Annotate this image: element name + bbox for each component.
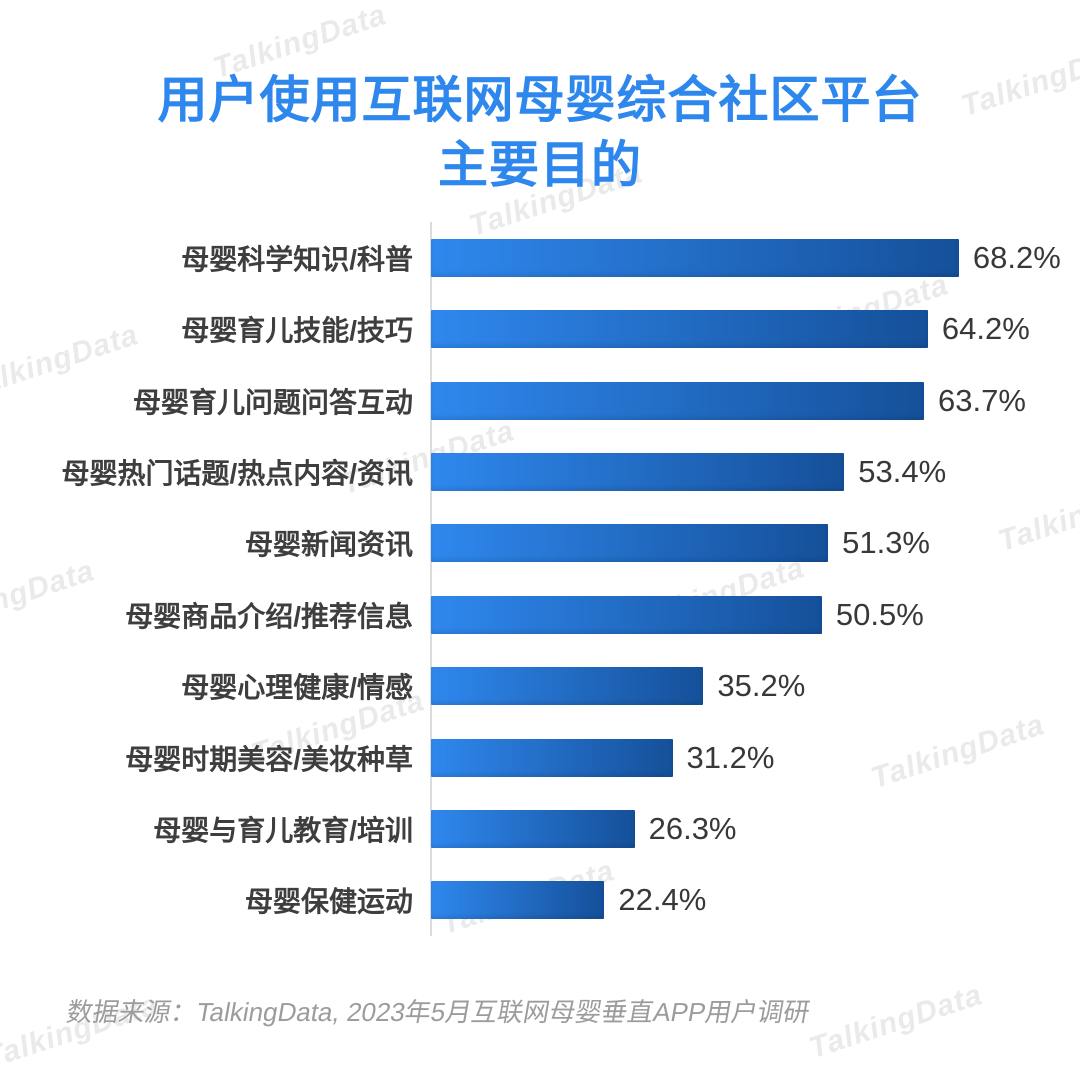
bar-chart: 母婴科学知识/科普 68.2% 母婴育儿技能/技巧 64.2% 母婴育儿问题问答互动 63… xyxy=(0,222,1080,936)
chart-row: 母婴科学知识/科普 68.2% xyxy=(0,222,1080,293)
bar-track: 51.3% xyxy=(431,508,1080,579)
bar-track: 31.2% xyxy=(431,722,1080,793)
bar-track: 26.3% xyxy=(431,793,1080,864)
bar-track: 63.7% xyxy=(431,365,1080,436)
chart-row: 母婴育儿问题问答互动 63.7% xyxy=(0,365,1080,436)
category-label: 母婴时期美容/美妆种草 xyxy=(125,743,413,775)
chart-row: 母婴保健运动 22.4% xyxy=(0,865,1080,936)
bar-track: 64.2% xyxy=(431,293,1080,364)
bar xyxy=(431,524,829,563)
chart-title: 用户使用互联网母婴综合社区平台 主要目的 xyxy=(157,71,923,193)
value-label: 50.5% xyxy=(835,596,924,632)
bar xyxy=(431,809,635,848)
bar xyxy=(431,238,959,277)
category-label: 母婴科学知识/科普 xyxy=(181,243,413,275)
category-label: 母婴心理健康/情感 xyxy=(181,672,413,704)
value-label: 22.4% xyxy=(618,882,707,918)
value-label: 51.3% xyxy=(842,525,930,561)
chart-row: 母婴新闻资讯 51.3% xyxy=(0,508,1080,579)
bar xyxy=(431,310,928,349)
bar-track: 50.5% xyxy=(431,579,1080,650)
category-label: 母婴商品介绍/推荐信息 xyxy=(125,600,413,632)
value-label: 53.4% xyxy=(858,453,947,489)
bar xyxy=(431,452,845,491)
value-label: 63.7% xyxy=(938,382,1026,418)
chart-row: 母婴心理健康/情感 35.2% xyxy=(0,650,1080,721)
category-label: 母婴新闻资讯 xyxy=(244,529,413,561)
category-label: 母婴与育儿教育/培训 xyxy=(153,814,413,846)
value-label: 26.3% xyxy=(648,810,737,846)
chart-row: 母婴与育儿教育/培训 26.3% xyxy=(0,793,1080,864)
category-label: 母婴保健运动 xyxy=(244,886,413,918)
value-label: 64.2% xyxy=(941,311,1030,347)
category-label: 母婴育儿问题问答互动 xyxy=(132,386,413,418)
chart-row: 母婴商品介绍/推荐信息 50.5% xyxy=(0,579,1080,650)
data-source-note: 数据来源：TalkingData, 2023年5月互联网母婴垂直APP用户调研 xyxy=(64,997,813,1027)
value-label: 35.2% xyxy=(717,668,806,704)
axis-line xyxy=(430,222,432,936)
chart-row: 母婴育儿技能/技巧 64.2% xyxy=(0,293,1080,364)
bar xyxy=(431,381,924,420)
chart-row: 母婴时期美容/美妆种草 31.2% xyxy=(0,722,1080,793)
watermark-text: TalkingData xyxy=(805,978,987,1066)
bar xyxy=(431,595,822,634)
category-label: 母婴育儿技能/技巧 xyxy=(181,315,413,347)
bar-track: 53.4% xyxy=(431,436,1080,507)
bar-track: 68.2% xyxy=(431,222,1080,293)
bar xyxy=(431,738,673,777)
category-label: 母婴热门话题/热点内容/资讯 xyxy=(61,457,413,489)
bar xyxy=(431,667,704,706)
bar-track: 22.4% xyxy=(431,865,1080,936)
chart-row: 母婴热门话题/热点内容/资讯 53.4% xyxy=(0,436,1080,507)
value-label: 31.2% xyxy=(686,739,775,775)
bar-track: 35.2% xyxy=(431,650,1080,721)
value-label: 68.2% xyxy=(972,239,1061,275)
bar xyxy=(431,881,605,920)
